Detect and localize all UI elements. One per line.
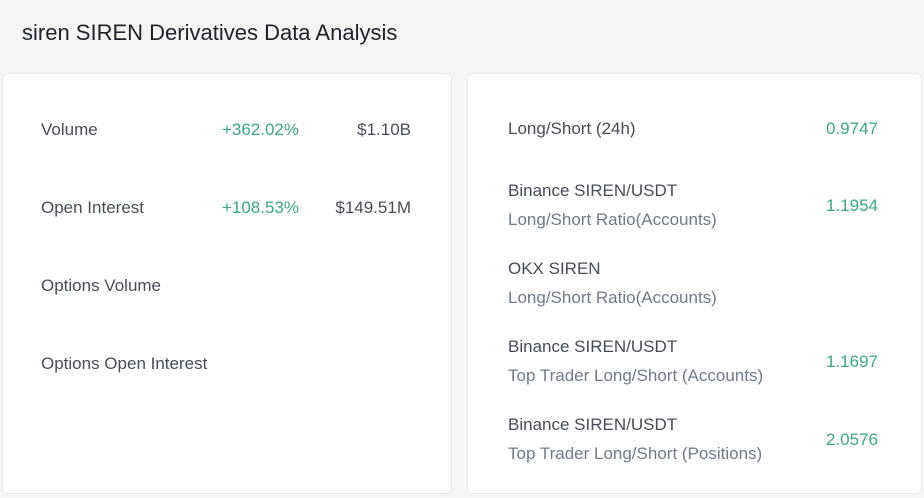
- stat-label: Open Interest: [41, 198, 145, 217]
- stat-value: $1.10B: [357, 120, 411, 139]
- stat-label: Volume: [41, 120, 98, 139]
- ratio-row-binance-top-trader-positions: Binance SIREN/USDT Top Trader Long/Short…: [508, 413, 878, 466]
- ratio-row-binance-accounts: Binance SIREN/USDT Long/Short Ratio(Acco…: [508, 179, 878, 232]
- ratio-value: 0.9747: [826, 119, 878, 138]
- market-stats-card: Volume +362.02% $1.10B Open Interest +10…: [2, 73, 452, 494]
- page-title: siren SIREN Derivatives Data Analysis: [22, 20, 398, 45]
- ratio-subtitle: Long/Short Ratio(Accounts): [508, 288, 717, 307]
- ratio-subtitle: Top Trader Long/Short (Positions): [508, 444, 763, 463]
- ratio-value: 2.0576: [826, 429, 878, 449]
- ratio-title: Binance SIREN/USDT: [508, 415, 678, 434]
- ratio-value: 1.1954: [826, 195, 878, 215]
- stat-value: $149.51M: [335, 198, 411, 217]
- stat-label: Options Open Interest: [41, 354, 208, 373]
- ratio-title: Binance SIREN/USDT: [508, 181, 678, 200]
- ratio-title: Binance SIREN/USDT: [508, 337, 678, 356]
- stat-label: Options Volume: [41, 276, 162, 295]
- ratio-subtitle: Top Trader Long/Short (Accounts): [508, 366, 764, 385]
- ratio-value: 1.1697: [826, 351, 878, 371]
- ratio-row-binance-top-trader-accounts: Binance SIREN/USDT Top Trader Long/Short…: [508, 335, 878, 388]
- stat-row-volume: Volume +362.02% $1.10B: [41, 118, 411, 142]
- ratio-subtitle: Long/Short Ratio(Accounts): [508, 210, 717, 229]
- stat-change: +108.53%: [221, 198, 299, 217]
- ratio-row-long-short-24h: Long/Short (24h) 0.9747: [508, 117, 878, 141]
- stat-change: +362.02%: [221, 120, 299, 139]
- stat-row-options-volume: Options Volume: [41, 274, 411, 298]
- long-short-card: Long/Short (24h) 0.9747 Binance SIREN/US…: [467, 73, 922, 494]
- stat-row-open-interest: Open Interest +108.53% $149.51M: [41, 196, 411, 220]
- ratio-title: OKX SIREN: [508, 259, 601, 278]
- stat-row-options-open-interest: Options Open Interest: [41, 352, 411, 376]
- ratio-title: Long/Short (24h): [508, 119, 636, 138]
- ratio-row-okx-accounts: OKX SIREN Long/Short Ratio(Accounts): [508, 257, 878, 310]
